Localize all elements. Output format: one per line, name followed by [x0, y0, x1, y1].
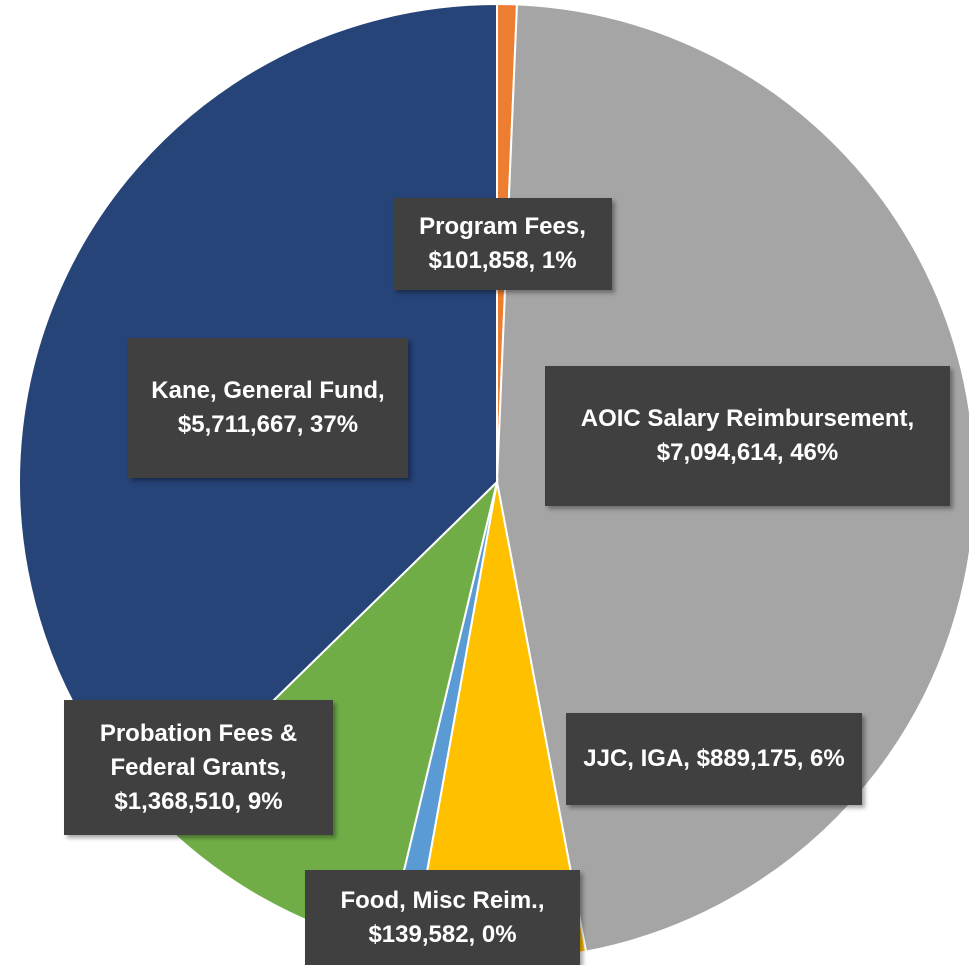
data-label: Probation Fees & Federal Grants, $1,368,… — [64, 700, 333, 835]
data-label: Kane, General Fund, $5,711,667, 37% — [128, 338, 408, 478]
data-label: Program Fees, $101,858, 1% — [393, 198, 612, 290]
data-label: Food, Misc Reim., $139,582, 0% — [305, 870, 580, 965]
data-label: AOIC Salary Reimbursement, $7,094,614, 4… — [545, 366, 950, 506]
data-label: JJC, IGA, $889,175, 6% — [566, 713, 862, 805]
